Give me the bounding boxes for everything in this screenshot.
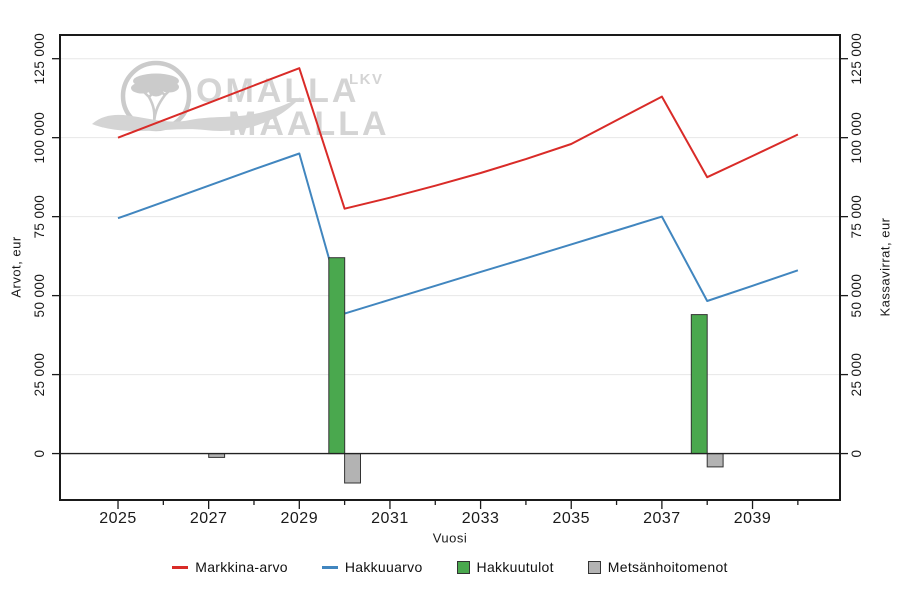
legend-label-markkina-arvo: Markkina-arvo [195, 559, 288, 575]
bar-mets-nhoitomenot-2038 [706, 453, 724, 468]
box-swatch-mets-nhoitomenot [587, 560, 601, 574]
x-tick-label-2031: 2031 [371, 510, 409, 527]
left-y-tick-label-75000: 75 000 [32, 195, 47, 239]
bar-mets-nhoitomenot-2030 [344, 453, 362, 484]
box-swatch-hakkuutulot [456, 560, 470, 574]
right-y-tick-label-125000: 125 000 [849, 33, 864, 85]
x-tick-label-2025: 2025 [99, 510, 137, 527]
line-markkina-arvo [117, 67, 799, 210]
legend-item-markkina-arvo: Markkina-arvo [172, 559, 288, 575]
left-y-tick-label-25000: 25 000 [32, 353, 47, 397]
x-tick-label-2029: 2029 [281, 510, 319, 527]
line-swatch-hakkuuarvo [321, 565, 338, 569]
x-tick-label-2039: 2039 [734, 510, 772, 527]
bar-hakkuutulot-2038 [690, 314, 708, 455]
x-tick-label-2027: 2027 [190, 510, 228, 527]
right-y-tick-label-25000: 25 000 [849, 353, 864, 397]
legend-item-mets-nhoitomenot: Metsänhoitomenot [587, 559, 728, 575]
x-tick-label-2033: 2033 [462, 510, 500, 527]
legend: Markkina-arvo Hakkuuarvo Hakkuutulot Metsän… [0, 559, 900, 575]
left-y-tick-label-125000: 125 000 [32, 33, 47, 85]
right-y-tick-label-100000: 100 000 [849, 112, 864, 164]
right-y-tick-label-50000: 50 000 [849, 274, 864, 318]
left-y-tick-label-100000: 100 000 [32, 112, 47, 164]
line-swatch-markkina-arvo [172, 565, 189, 569]
left-y-tick-label-0: 0 [32, 450, 47, 458]
legend-item-hakkuuarvo: Hakkuuarvo [321, 559, 423, 575]
legend-label-mets-nhoitomenot: Metsänhoitomenot [607, 559, 728, 575]
legend-label-hakkuutulot: Hakkuutulot [476, 559, 554, 575]
left-y-tick-label-50000: 50 000 [32, 274, 47, 318]
x-axis-title: Vuosi [432, 530, 468, 546]
x-tick-label-2037: 2037 [643, 510, 681, 527]
plot-border [59, 34, 841, 501]
right-axis-title: Kassavirrat, eur [877, 217, 893, 317]
left-axis-title: Arvot, eur [8, 236, 24, 298]
bar-hakkuutulot-2030 [328, 257, 346, 455]
right-y-tick-label-0: 0 [849, 450, 864, 458]
right-y-tick-label-75000: 75 000 [849, 195, 864, 239]
x-tick-label-2035: 2035 [552, 510, 590, 527]
line-hakkuuarvo [117, 152, 799, 315]
legend-item-hakkuutulot: Hakkuutulot [456, 559, 554, 575]
legend-label-hakkuuarvo: Hakkuuarvo [344, 559, 423, 575]
